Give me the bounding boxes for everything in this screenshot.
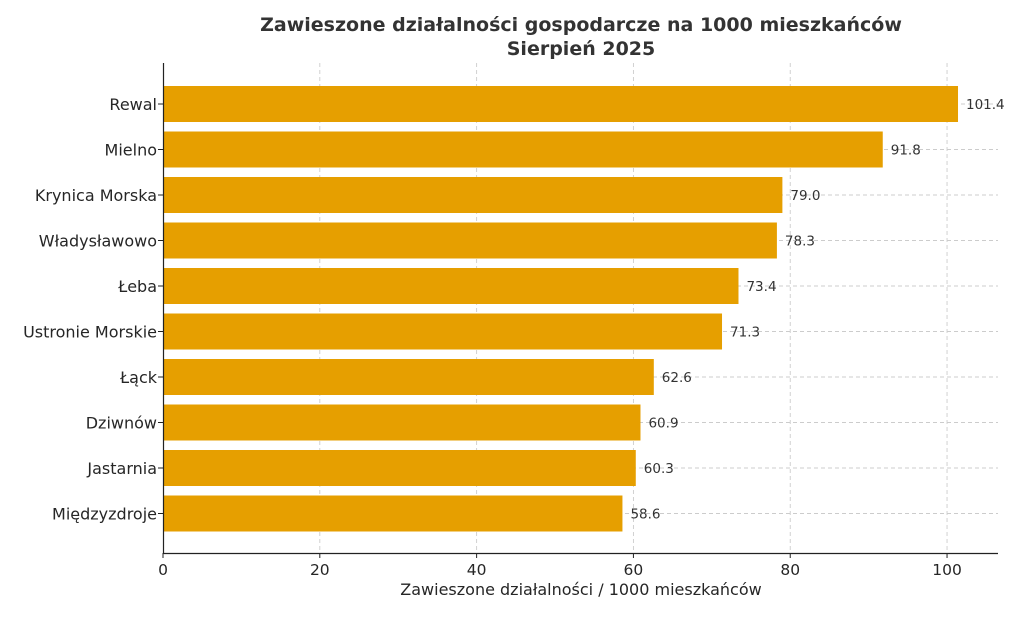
y-category-label: Ustronie Morskie [23, 323, 157, 342]
y-category-label: Dziwnów [86, 414, 157, 433]
chart-title: Zawieszone działalności gospodarcze na 1… [260, 14, 902, 36]
y-category-label: Mielno [105, 141, 157, 160]
y-category-label: Rewal [109, 95, 157, 114]
x-tick-label: 20 [310, 561, 330, 579]
bar-value-label: 60.9 [648, 416, 678, 432]
chart-subtitle: Sierpień 2025 [507, 38, 655, 60]
bar [163, 222, 777, 259]
bar [163, 268, 739, 304]
bar-value-label: 91.8 [891, 143, 921, 159]
x-tick-label: 60 [624, 561, 644, 579]
y-category-label: Łąck [119, 368, 158, 387]
x-tick-label: 0 [158, 561, 168, 579]
bar [163, 450, 636, 486]
y-category-label: Jastarnia [86, 459, 157, 478]
y-categories: Rewal Mielno Krynica Morska Władysławowo Łeb… [23, 95, 163, 524]
axes [162, 63, 998, 555]
bar [163, 359, 654, 395]
bar-value-label: 79.0 [790, 188, 820, 204]
x-axis-label: Zawieszone działalności / 1000 mieszkańc… [400, 580, 761, 599]
x-tick-label: 80 [780, 561, 800, 579]
y-category-label: Władysławowo [39, 232, 157, 251]
bar-value-label: 78.3 [785, 234, 815, 250]
bars: 101.4 91.8 79.0 78.3 73.4 71.3 62.6 60.9 60.3 58.… [163, 86, 1005, 532]
bar-value-label: 58.6 [630, 507, 660, 523]
y-category-label: Międzyzdroje [52, 505, 157, 524]
bar-value-label: 73.4 [746, 279, 776, 295]
bar-value-label: 62.6 [662, 370, 692, 386]
bar [163, 495, 623, 532]
bar [163, 404, 641, 441]
y-category-label: Łeba [117, 277, 157, 296]
bar-value-label: 60.3 [644, 461, 674, 477]
bar-value-label: 71.3 [730, 325, 760, 341]
bar [163, 313, 723, 350]
bar-value-label: 101.4 [966, 97, 1005, 113]
bar [163, 131, 883, 168]
y-category-label: Krynica Morska [35, 186, 157, 205]
x-ticks: 0 20 40 60 80 100 [158, 553, 962, 579]
x-tick-label: 100 [932, 561, 962, 579]
x-tick-label: 40 [467, 561, 487, 579]
bar [163, 177, 783, 213]
bar [163, 86, 959, 122]
